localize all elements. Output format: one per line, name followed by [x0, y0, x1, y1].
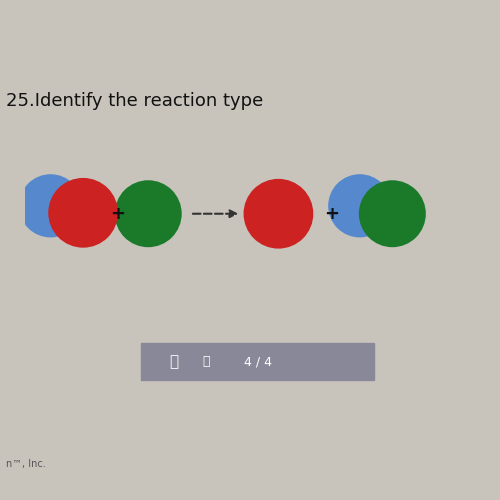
Circle shape — [359, 180, 426, 247]
Text: 25.Identify the reaction type: 25.Identify the reaction type — [6, 92, 264, 110]
Bar — [142, 343, 374, 380]
Text: 🔍: 🔍 — [169, 354, 178, 369]
Circle shape — [48, 178, 118, 248]
Text: 4 / 4: 4 / 4 — [244, 355, 272, 368]
Circle shape — [19, 174, 82, 238]
Circle shape — [328, 174, 392, 238]
Circle shape — [244, 179, 314, 248]
Text: 🔍: 🔍 — [202, 355, 210, 368]
Text: +: + — [324, 204, 340, 222]
Circle shape — [114, 180, 182, 247]
Text: n™, Inc.: n™, Inc. — [6, 459, 46, 469]
Text: +: + — [110, 204, 126, 222]
